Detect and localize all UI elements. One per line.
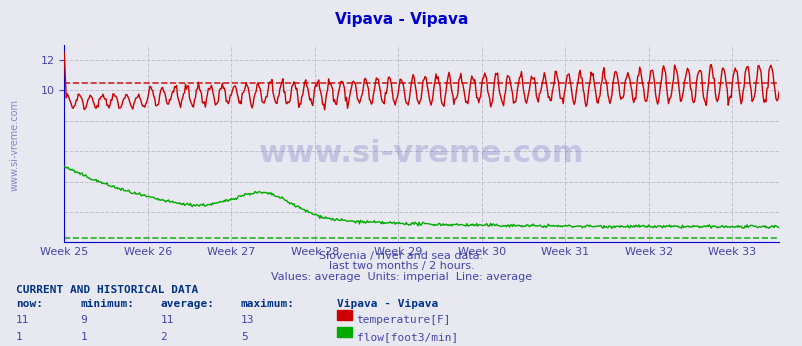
Text: Values: average  Units: imperial  Line: average: Values: average Units: imperial Line: av…: [270, 272, 532, 282]
Text: Vipava - Vipava: Vipava - Vipava: [337, 299, 438, 309]
Text: www.si-vreme.com: www.si-vreme.com: [258, 139, 584, 168]
Text: 13: 13: [241, 315, 254, 325]
Text: Slovenia / river and sea data.: Slovenia / river and sea data.: [319, 251, 483, 261]
Text: minimum:: minimum:: [80, 299, 134, 309]
Text: 11: 11: [160, 315, 174, 325]
Text: CURRENT AND HISTORICAL DATA: CURRENT AND HISTORICAL DATA: [16, 285, 198, 295]
Text: 1: 1: [16, 332, 22, 342]
Text: temperature[F]: temperature[F]: [356, 315, 451, 325]
Text: average:: average:: [160, 299, 214, 309]
Text: www.si-vreme.com: www.si-vreme.com: [10, 99, 19, 191]
Text: 1: 1: [80, 332, 87, 342]
Text: flow[foot3/min]: flow[foot3/min]: [356, 332, 457, 342]
Text: now:: now:: [16, 299, 43, 309]
Text: 5: 5: [241, 332, 247, 342]
Text: 2: 2: [160, 332, 167, 342]
Text: 9: 9: [80, 315, 87, 325]
Text: 11: 11: [16, 315, 30, 325]
Text: last two months / 2 hours.: last two months / 2 hours.: [328, 261, 474, 271]
Text: Vipava - Vipava: Vipava - Vipava: [334, 12, 468, 27]
Text: maximum:: maximum:: [241, 299, 294, 309]
